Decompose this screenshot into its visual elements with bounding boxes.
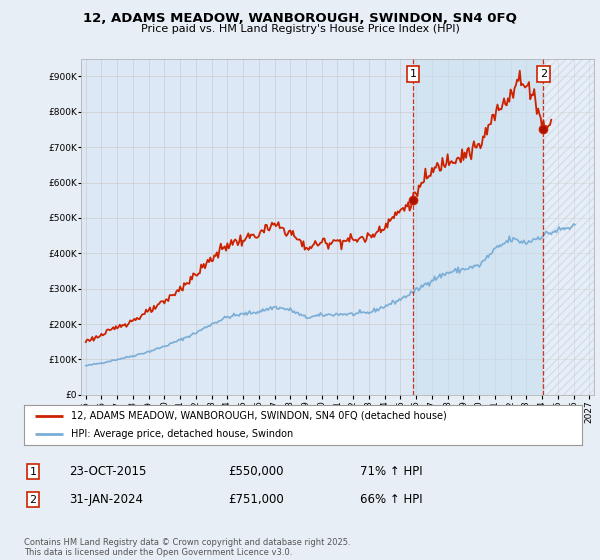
Text: 1: 1 bbox=[410, 69, 416, 79]
Text: Price paid vs. HM Land Registry's House Price Index (HPI): Price paid vs. HM Land Registry's House … bbox=[140, 24, 460, 34]
Text: 23-OCT-2015: 23-OCT-2015 bbox=[69, 465, 146, 478]
Text: £751,000: £751,000 bbox=[228, 493, 284, 506]
Text: 12, ADAMS MEADOW, WANBOROUGH, SWINDON, SN4 0FQ (detached house): 12, ADAMS MEADOW, WANBOROUGH, SWINDON, S… bbox=[71, 411, 447, 421]
Text: 12, ADAMS MEADOW, WANBOROUGH, SWINDON, SN4 0FQ: 12, ADAMS MEADOW, WANBOROUGH, SWINDON, S… bbox=[83, 12, 517, 25]
Text: 2: 2 bbox=[540, 69, 547, 79]
Text: 66% ↑ HPI: 66% ↑ HPI bbox=[360, 493, 422, 506]
Bar bbox=[413, 59, 544, 395]
Text: 71% ↑ HPI: 71% ↑ HPI bbox=[360, 465, 422, 478]
Text: £550,000: £550,000 bbox=[228, 465, 284, 478]
Text: HPI: Average price, detached house, Swindon: HPI: Average price, detached house, Swin… bbox=[71, 430, 293, 439]
Text: Contains HM Land Registry data © Crown copyright and database right 2025.
This d: Contains HM Land Registry data © Crown c… bbox=[24, 538, 350, 557]
Bar bbox=[544, 59, 594, 395]
Text: 1: 1 bbox=[29, 466, 37, 477]
Text: 31-JAN-2024: 31-JAN-2024 bbox=[69, 493, 143, 506]
Text: 2: 2 bbox=[29, 494, 37, 505]
